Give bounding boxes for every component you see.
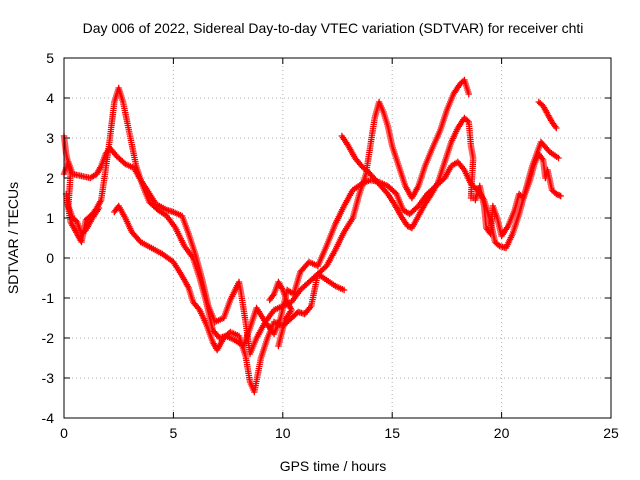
data-point: [554, 191, 561, 198]
plot-frame: [63, 57, 612, 419]
data-point: [556, 192, 563, 199]
data-point: [95, 204, 103, 212]
y-tick-label: 2: [46, 170, 54, 186]
data-point: [340, 286, 348, 294]
y-axis-ticks: -4 -3 -2 -1 0 1 2 3 4 5: [42, 50, 611, 426]
series-track-h: [266, 278, 295, 350]
y-tick-label: 3: [46, 130, 54, 146]
data-point: [553, 124, 560, 132]
y-tick-label: 0: [46, 250, 54, 266]
chart-title: Day 006 of 2022, Sidereal Day-to-day VTE…: [83, 20, 584, 36]
series-track-e: [338, 114, 479, 232]
x-tick-label: 5: [170, 425, 178, 441]
data-point: [72, 217, 79, 224]
series-track-f: [472, 150, 564, 240]
y-axis-label: SDTVAR / TECUs: [5, 182, 21, 294]
data-point: [553, 190, 560, 198]
y-tick-label: -4: [42, 410, 55, 426]
y-tick-label: -2: [42, 330, 55, 346]
series-track-b: [62, 84, 562, 350]
series-track-g: [535, 98, 560, 132]
data-point: [557, 192, 564, 200]
series-track-d: [60, 132, 103, 238]
grid-lines: [64, 58, 611, 418]
data-point: [555, 154, 562, 162]
y-tick-label: -1: [42, 290, 55, 306]
data-point: [153, 205, 160, 212]
x-tick-label: 25: [603, 425, 619, 441]
y-tick-label: -3: [42, 370, 55, 386]
data-point: [465, 90, 472, 98]
x-tick-label: 20: [494, 425, 510, 441]
y-tick-label: 4: [46, 90, 54, 106]
x-tick-label: 10: [275, 425, 291, 441]
x-tick-label: 0: [60, 425, 68, 441]
data-point: [275, 342, 282, 350]
x-axis-ticks: 0 5 10 15 20 25: [60, 58, 619, 441]
x-tick-label: 15: [384, 425, 400, 441]
data-point: [464, 117, 471, 124]
series-track-c: [111, 76, 472, 396]
y-tick-label: 5: [46, 50, 54, 66]
data-points: [60, 76, 564, 396]
data-point: [391, 189, 399, 196]
x-axis-label: GPS time / hours: [280, 458, 387, 474]
y-tick-label: 1: [46, 210, 54, 226]
data-point: [120, 159, 128, 166]
